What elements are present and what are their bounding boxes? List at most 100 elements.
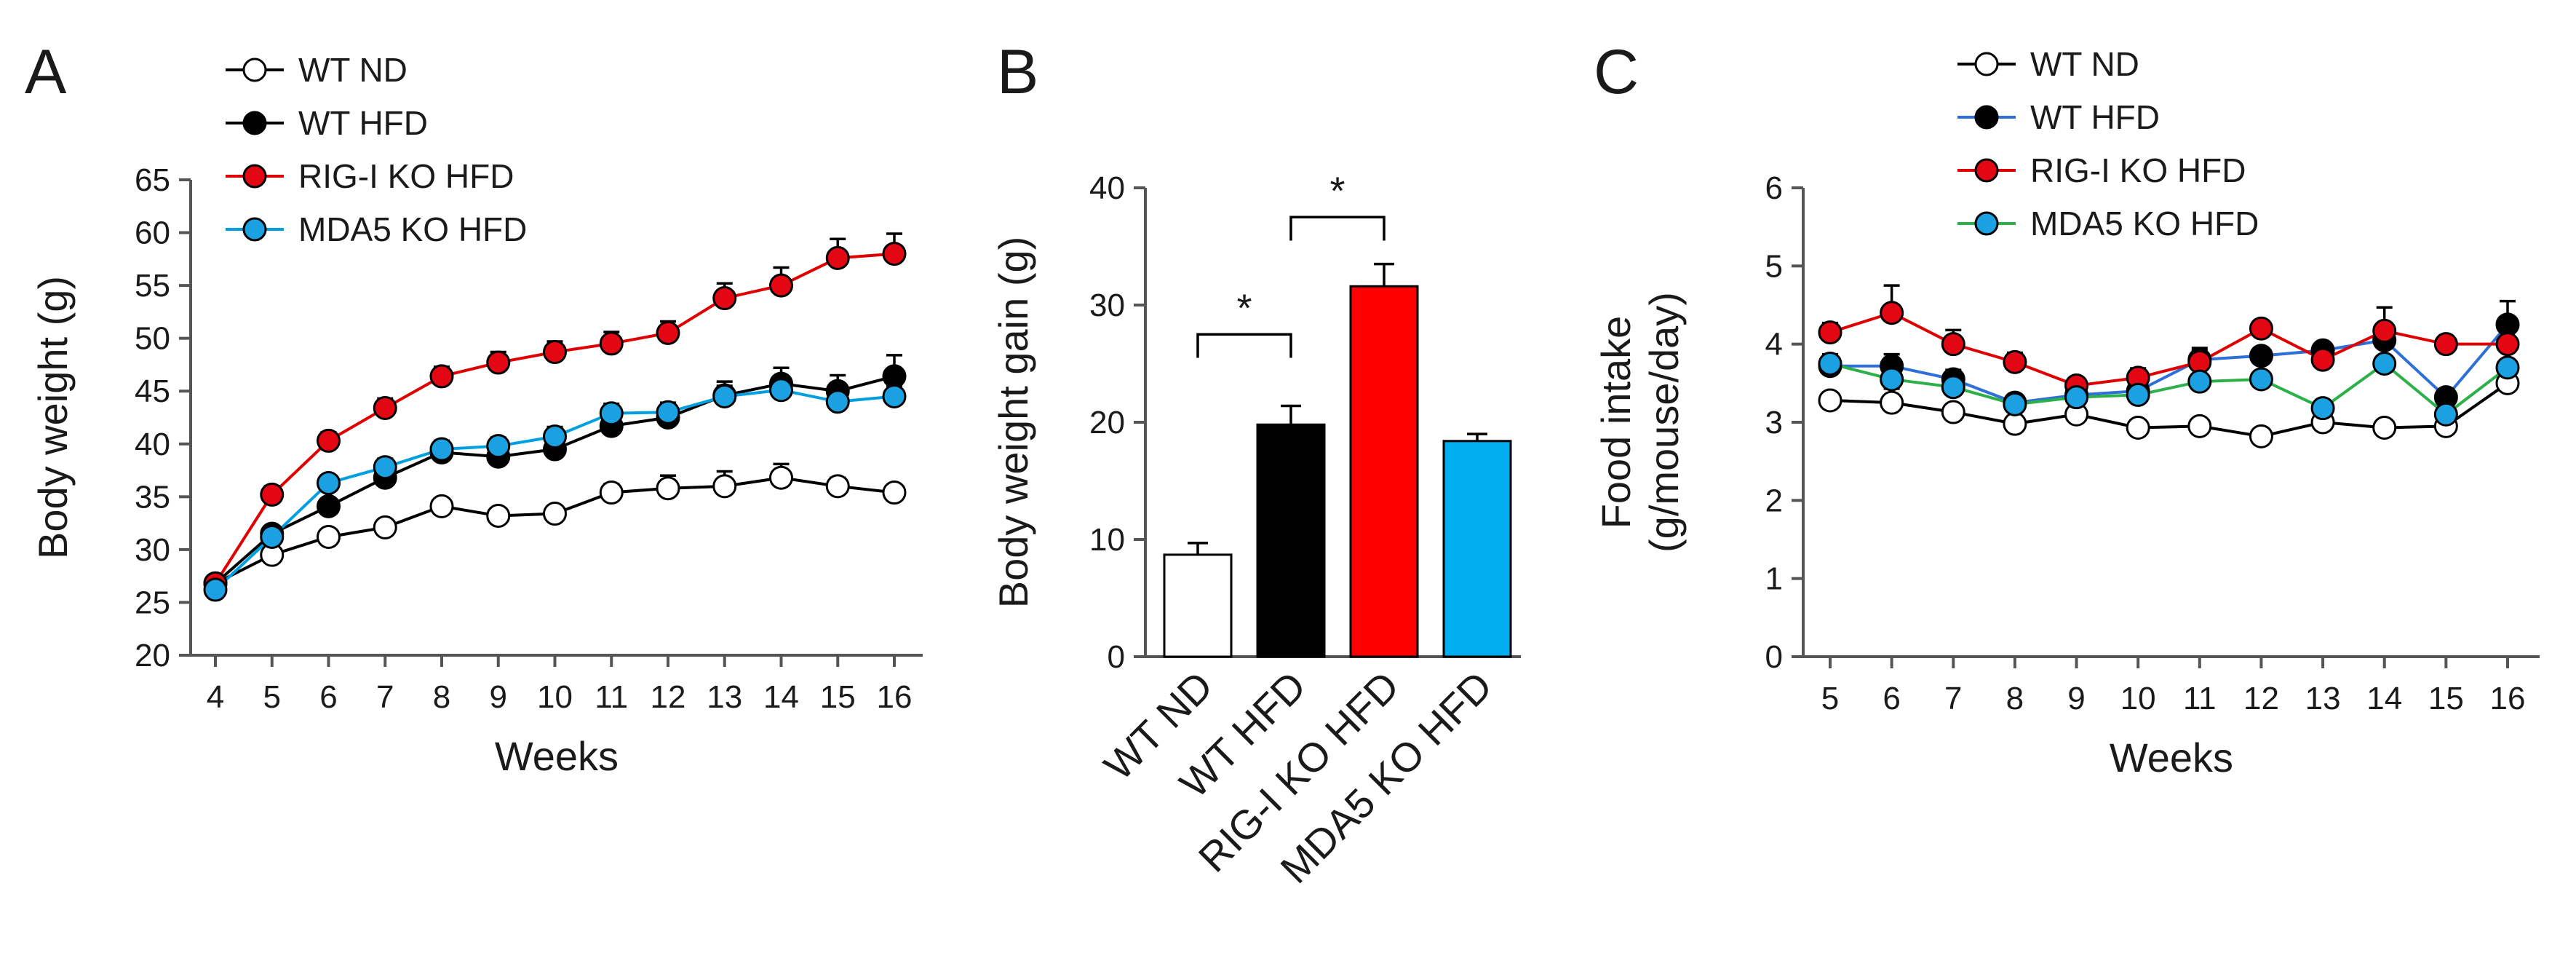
panel-c-legend-label: WT ND: [2030, 45, 2139, 83]
panel-a-series-rig-i-ko-hfd-point: [429, 364, 454, 389]
panel-c-y-tick-label: 6: [1765, 170, 1783, 206]
panel-c-x-tick-label: 7: [1944, 681, 1962, 716]
significance-label: *: [1236, 286, 1252, 330]
panel-c-x-tick-label: 13: [2305, 681, 2341, 716]
panel-a-legend-label: WT ND: [298, 51, 408, 89]
panel-c-series-wt-hfd-point: [2249, 344, 2273, 368]
significance-bracket: [1196, 333, 1292, 358]
panel-a-x-tick-label: 9: [490, 679, 507, 715]
panel-a-x-tick-label: 12: [651, 679, 686, 715]
panel-b-y-axis-title: Body weight gain (g): [990, 237, 1036, 609]
panel-a-series-wt-nd-point: [429, 494, 454, 518]
panel-a-series-wt-nd-point: [599, 480, 624, 505]
significance-bracket: [1289, 215, 1386, 241]
panel-a-legend-marker: [242, 164, 267, 189]
panel-c-series-wt-nd-point: [2126, 416, 2150, 440]
panel-c-x-tick-label: 14: [2366, 681, 2402, 716]
panel-c-letter: C: [1594, 37, 1639, 107]
bar-rig-i-ko-hfd: [1349, 285, 1419, 658]
panel-a-series-wt-nd-point: [373, 515, 397, 539]
panel-a-series-rig-i-ko-hfd-point: [882, 242, 907, 266]
panel-a-series-mda5-ko-hfd-point: [429, 437, 454, 462]
panel-a-x-tick-label: 8: [433, 679, 450, 715]
panel-a-series-wt-nd-point: [712, 474, 737, 499]
panel-a-legend-marker: [242, 217, 267, 242]
panel-c-series-wt-nd-point: [1941, 400, 1965, 424]
panel-a-series-rig-i-ko-hfd-point: [486, 350, 511, 375]
panel-c-y-tick-label: 5: [1765, 248, 1783, 284]
panel-c-series-rig-i-ko-hfd-point: [2372, 318, 2397, 343]
panel-a-series-mda5-ko-hfd-point: [373, 455, 397, 480]
panel-c-series-rig-i-ko-hfd-point: [2495, 332, 2520, 357]
panel-a-series-mda5-ko-hfd-point: [317, 470, 341, 495]
panel-a-series-rig-i-ko-hfd-point: [373, 395, 397, 420]
panel-a-series-rig-i-ko-hfd-point: [656, 320, 680, 345]
panel-a-series-wt-nd-point: [882, 480, 907, 505]
panel-c-series-mda5-ko-hfd-point: [1941, 375, 1965, 400]
panel-a-series-mda5-ko-hfd-point: [486, 434, 511, 459]
panel-c-legend-marker: [1974, 158, 1999, 183]
panel-c-y-axis-title: Food intake(g/mouse/day): [1593, 292, 1687, 553]
panel-c-x-tick-label: 6: [1883, 681, 1900, 716]
panel-a-legend-label: MDA5 KO HFD: [298, 210, 527, 248]
panel-c-legend-marker: [1974, 105, 1999, 130]
bar-wt-hfd: [1256, 423, 1326, 658]
panel-c-series-mda5-ko-hfd-point: [2310, 396, 2335, 421]
panel-a-series-mda5-ko-hfd-point: [656, 400, 680, 424]
panel-c-x-tick-label: 15: [2428, 681, 2464, 716]
panel-a-y-tick-label: 55: [135, 268, 170, 304]
panel-c-x-axis-title: Weeks: [2110, 735, 2233, 780]
panel-a-x-tick-label: 15: [820, 679, 856, 715]
panel-c-legend-label: MDA5 KO HFD: [2030, 205, 2259, 242]
panel-a-series-rig-i-ko-hfd-point: [260, 482, 285, 507]
panel-a-series-wt-nd-point: [825, 474, 850, 499]
panel-c-x-tick-label: 16: [2490, 681, 2526, 716]
panel-c-series-rig-i-ko-hfd-point: [1880, 301, 1904, 325]
panel-c-y-tick-label: 2: [1765, 483, 1783, 518]
panel-a-series-wt-nd-point: [769, 465, 793, 490]
panel-a-x-tick-label: 16: [877, 679, 913, 715]
panel-c-series-rig-i-ko-hfd-point: [2433, 332, 2458, 357]
panel-c-x-tick-label: 11: [2183, 681, 2217, 716]
panel-c-series-mda5-ko-hfd-point: [2249, 367, 2273, 392]
panel-a-series-mda5-ko-hfd-point: [825, 389, 850, 414]
panel-c-series-mda5-ko-hfd-point: [2372, 352, 2397, 376]
panel-a-y-tick-label: 60: [135, 215, 170, 251]
panel-a-legend-marker: [242, 58, 267, 82]
panel-a-y-tick-label: 45: [135, 373, 170, 409]
bar-mda5-ko-hfd: [1442, 440, 1512, 658]
panel-a-x-tick-label: 6: [319, 679, 337, 715]
panel-c-series-wt-nd-line: [1829, 381, 2509, 438]
panel-a-x-axis-title: Weeks: [495, 733, 619, 779]
panel-c-y-tick-label: 0: [1765, 639, 1783, 675]
panel-a-series-mda5-ko-hfd-line: [214, 388, 895, 591]
panel-c-series-mda5-ko-hfd-point: [2187, 369, 2212, 394]
panel-c-series-wt-nd-point: [2372, 416, 2397, 440]
panel-c-series-rig-i-ko-hfd-point: [2310, 347, 2335, 372]
panel-c-x-tick-label: 12: [2243, 681, 2279, 716]
panel-c-series-wt-nd-point: [1818, 388, 1842, 413]
panel-a-series-wt-nd-point: [656, 476, 680, 501]
panel-c-x-tick-label: 10: [2120, 681, 2156, 716]
panel-a-series-wt-hfd-point: [317, 494, 341, 518]
panel-c-series-mda5-ko-hfd-point: [2495, 355, 2520, 380]
panel-c-series-rig-i-ko-hfd-point: [2003, 349, 2027, 374]
panel-a-series-mda5-ko-hfd-point: [769, 378, 793, 403]
panel-c-x-tick-label: 9: [2067, 681, 2085, 716]
panel-a-series-rig-i-ko-hfd-point: [599, 331, 624, 356]
panel-c-y-tick-label: 1: [1765, 561, 1783, 597]
panel-a-y-tick-label: 20: [135, 638, 170, 673]
panel-b-letter: B: [997, 37, 1038, 107]
panel-a-y-tick-label: 50: [135, 321, 170, 357]
panel-c-series-rig-i-ko-hfd-point: [1941, 332, 1965, 357]
panel-b-y-tick-label: 20: [1089, 405, 1125, 440]
panel-c-series-wt-nd-point: [1880, 390, 1904, 415]
panel-c-series-rig-i-ko-hfd-point: [2249, 316, 2273, 341]
panel-a-series-mda5-ko-hfd-point: [882, 384, 907, 408]
panel-a-series-rig-i-ko-hfd-point: [543, 340, 567, 365]
panel-a-series-rig-i-ko-hfd-point: [769, 273, 793, 298]
panel-b-y-tick-label: 0: [1108, 639, 1125, 675]
panel-a-legend-label: WT HFD: [298, 104, 428, 142]
panel-a-legend-marker: [242, 111, 267, 135]
